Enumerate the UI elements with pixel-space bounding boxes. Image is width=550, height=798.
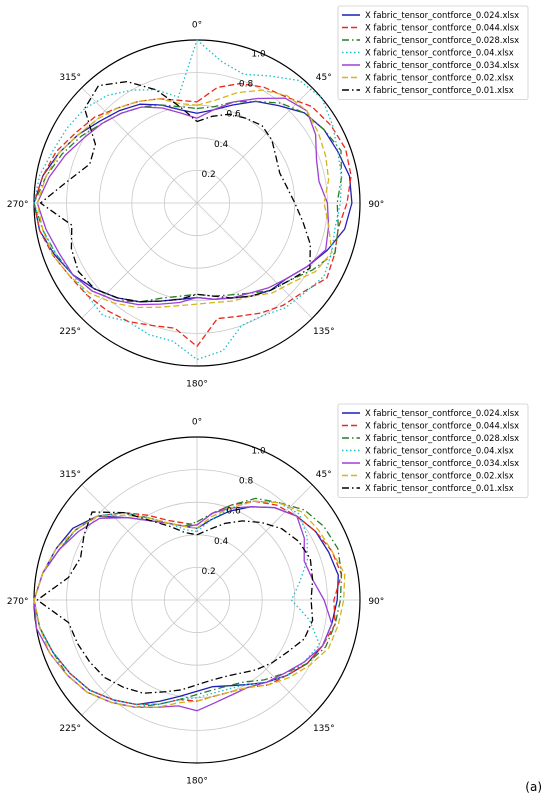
- polar-chart-top-svg: 0.2 0.4 0.6 0.8 1.0 0° 45° 90° 135° 180° 225° 270° 3…: [7, 5, 529, 389]
- angle-tick-label: 0°: [192, 418, 202, 428]
- angle-tick-label: 135°: [313, 327, 335, 337]
- series-line-0.044: [33, 82, 352, 348]
- radial-tick-label: 0.6: [226, 507, 241, 517]
- legend-label: X fabric_tensor_contforce_0.024.xlsx: [365, 10, 519, 20]
- series-line-0.04: [33, 500, 321, 706]
- angle-tick-label: 270°: [7, 200, 29, 210]
- angle-tick-label: 45°: [316, 470, 332, 480]
- series-line-0.028: [33, 497, 343, 708]
- series-line-0.01: [36, 511, 314, 694]
- angle-tick-label: 180°: [186, 776, 208, 786]
- series-line-0.02: [36, 89, 333, 309]
- angular-gridline: [81, 599, 198, 716]
- angular-gridline: [196, 202, 313, 319]
- legend-label: X fabric_tensor_contforce_0.028.xlsx: [365, 35, 519, 45]
- radial-tick-label: 0.6: [226, 110, 241, 120]
- radial-tick-label: 0.8: [239, 477, 254, 487]
- radial-tick-label: 0.4: [214, 140, 229, 150]
- radial-tick-label: 0.8: [239, 80, 254, 90]
- legend-label: X fabric_tensor_contforce_0.044.xlsx: [365, 23, 519, 33]
- series-line-0.034: [33, 506, 333, 712]
- radial-tick-label: 1.0: [251, 446, 266, 456]
- angle-tick-label: 270°: [7, 597, 29, 607]
- series-line-0.024: [33, 506, 339, 706]
- angle-tick-label: 315°: [59, 73, 81, 83]
- angular-gridline: [196, 599, 313, 716]
- polar-chart-top: 0.2 0.4 0.6 0.8 1.0 0° 45° 90° 135° 180° 225° 270° 3…: [7, 5, 529, 389]
- angular-gridline: [196, 484, 313, 601]
- angular-gridline: [81, 484, 198, 601]
- radial-tick-label: 0.2: [201, 567, 215, 577]
- series-line-0.028: [33, 100, 343, 303]
- legend-label: X fabric_tensor_contforce_0.024.xlsx: [365, 408, 519, 418]
- series-line-0.04: [33, 39, 343, 361]
- legend-label: X fabric_tensor_contforce_0.01.xlsx: [365, 483, 514, 493]
- angle-tick-label: 135°: [313, 724, 335, 734]
- legend-label: X fabric_tensor_contforce_0.044.xlsx: [365, 421, 519, 431]
- series-line-0.02: [33, 500, 346, 708]
- figure-label: (a): [525, 780, 542, 794]
- angle-tick-label: 225°: [59, 327, 81, 337]
- legend-label: X fabric_tensor_contforce_0.034.xlsx: [365, 458, 519, 468]
- angle-tick-label: 315°: [59, 470, 81, 480]
- legend-label: X fabric_tensor_contforce_0.04.xlsx: [365, 446, 514, 456]
- legend-label: X fabric_tensor_contforce_0.02.xlsx: [365, 471, 514, 481]
- legend-label: X fabric_tensor_contforce_0.01.xlsx: [365, 85, 514, 95]
- angle-tick-label: 225°: [59, 724, 81, 734]
- polar-chart-bottom: 0.2 0.4 0.6 0.8 1.0 0° 45° 90° 135° 180° 225° 270° 3…: [0, 398, 550, 798]
- angular-gridline: [81, 202, 198, 319]
- angle-tick-label: 90°: [368, 200, 384, 210]
- series-line-0.034: [36, 97, 330, 306]
- radial-tick-label: 0.4: [214, 537, 229, 547]
- angle-tick-label: 180°: [186, 379, 208, 389]
- angle-tick-label: 45°: [316, 73, 332, 83]
- radial-tick-label: 0.2: [201, 170, 215, 180]
- radial-tick-label: 1.0: [251, 49, 266, 59]
- angular-gridline: [196, 87, 313, 204]
- legend-label: X fabric_tensor_contforce_0.034.xlsx: [365, 60, 519, 70]
- legend-label: X fabric_tensor_contforce_0.02.xlsx: [365, 73, 514, 83]
- angle-tick-label: 0°: [192, 21, 202, 31]
- polar-chart-bottom-svg: 0.2 0.4 0.6 0.8 1.0 0° 45° 90° 135° 180° 225° 270° 3…: [7, 403, 529, 786]
- legend-label: X fabric_tensor_contforce_0.028.xlsx: [365, 433, 519, 443]
- angular-gridline: [81, 87, 198, 204]
- legend-box: [337, 5, 529, 100]
- angle-tick-label: 90°: [368, 597, 384, 607]
- legend-label: X fabric_tensor_contforce_0.04.xlsx: [365, 48, 514, 58]
- legend-box: [337, 403, 529, 498]
- series-line-0.01: [39, 80, 311, 303]
